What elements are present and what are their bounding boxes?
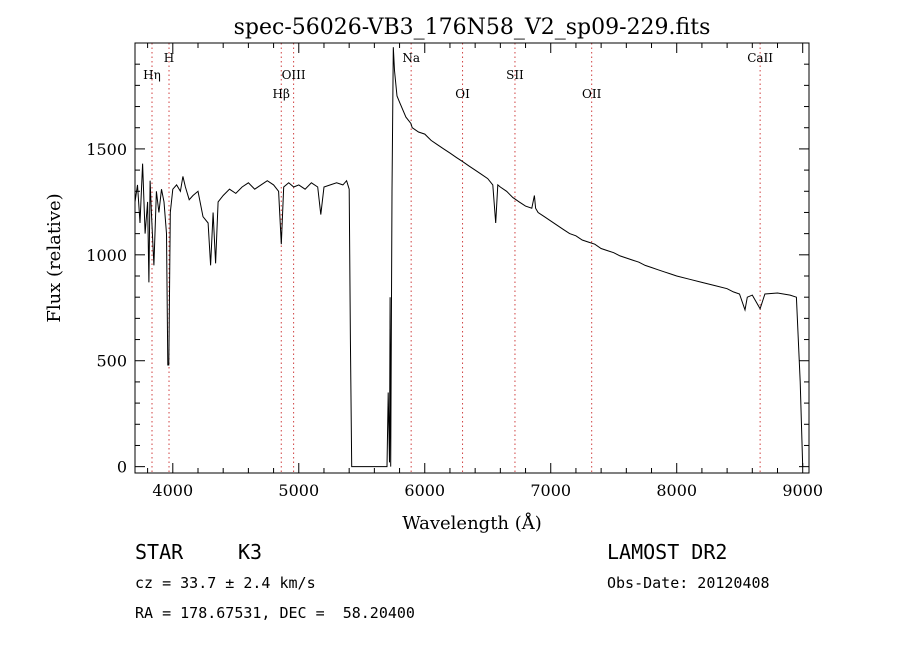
x-axis-label: Wavelength (Å) (402, 512, 542, 534)
spectral-line-markers: HηH Hβ OIII Na OI SII OII CaII (143, 43, 773, 473)
line-marker-label-1: H (164, 51, 174, 65)
y-tick-label-500: 500 (96, 352, 127, 371)
spectrum-series-line (134, 47, 804, 468)
x-tick-label-7000: 7000 (530, 481, 571, 500)
line-marker-label-8: CaII (747, 51, 773, 65)
x-tick-label-4000: 4000 (152, 481, 193, 500)
x-tick-label-6000: 6000 (404, 481, 445, 500)
redshift-velocity: cz = 33.7 ± 2.4 km/s (135, 574, 316, 592)
line-marker-label-3: OIII (282, 68, 306, 82)
line-marker-label-6: SII (506, 68, 524, 82)
x-tick-label-9000: 9000 (782, 481, 823, 500)
y-tick-label-0: 0 (117, 458, 127, 477)
y-tick-label-1500: 1500 (86, 140, 127, 159)
line-marker-label-5: OI (455, 87, 470, 101)
y-tick-label-1000: 1000 (86, 246, 127, 265)
line-marker-label-4: Na (402, 51, 420, 65)
chart-title: spec-56026-VB3_176N58_V2_sp09-229.fits (234, 15, 711, 40)
line-marker-label-7: OII (582, 87, 602, 101)
object-subclass: K3 (238, 540, 263, 564)
x-axis-ticks: 4000 5000 6000 7000 8000 9000 (147, 43, 823, 500)
x-tick-label-8000: 8000 (656, 481, 697, 500)
line-marker-label-0: Hη (143, 68, 161, 82)
y-axis-label: Flux (relative) (44, 193, 65, 322)
line-marker-label-2: Hβ (273, 87, 290, 101)
plot-frame (134, 42, 810, 474)
observation-date: Obs-Date: 20120408 (607, 574, 770, 592)
object-class: STAR (135, 540, 184, 564)
x-tick-label-5000: 5000 (278, 481, 319, 500)
y-axis-ticks: 0 500 1000 1500 (86, 63, 809, 477)
survey-name: LAMOST DR2 (607, 540, 728, 564)
sky-coordinates: RA = 178.67531, DEC = 58.20400 (135, 604, 415, 622)
